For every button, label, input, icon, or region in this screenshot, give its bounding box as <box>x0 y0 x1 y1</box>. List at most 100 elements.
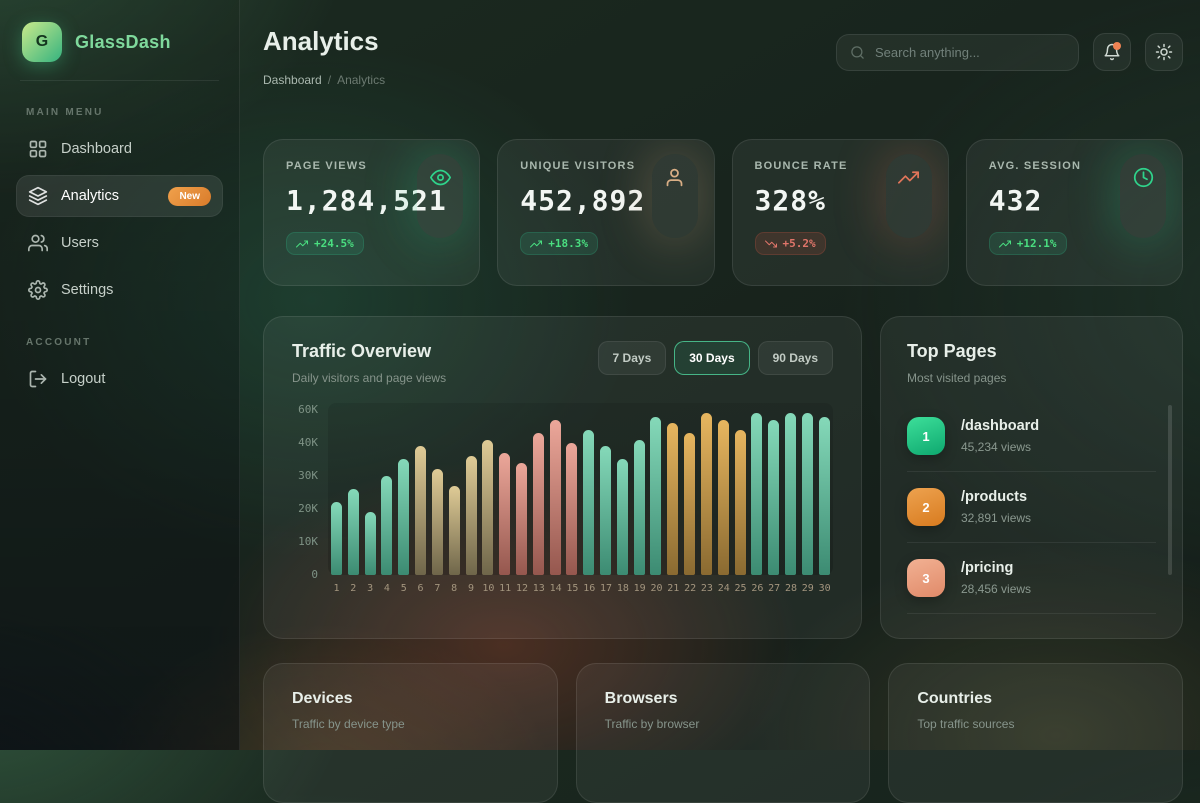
x-tick-label: 26 <box>751 583 764 594</box>
bar-day-16[interactable] <box>583 430 595 575</box>
sidebar-item-dashboard[interactable]: Dashboard <box>16 128 223 170</box>
sidebar-item-settings[interactable]: Settings <box>16 269 223 311</box>
panel-title: Devices <box>292 690 353 707</box>
y-tick-label: 30K <box>298 469 318 482</box>
x-tick-label: 2 <box>350 583 357 594</box>
sidebar-item-logout[interactable]: Logout <box>16 358 223 400</box>
top-pages-panel: Top Pages Most visited pages 1/dashboard… <box>880 316 1183 639</box>
bar-day-7[interactable] <box>431 469 443 575</box>
sidebar-item-users[interactable]: Users <box>16 222 223 264</box>
bar-day-11[interactable] <box>499 453 511 575</box>
range-buttons: 7 Days 30 Days 90 Days <box>597 341 833 375</box>
sidebar-section-label: MAIN MENU <box>26 107 104 118</box>
sidebar-nav: MAIN MENU Dashboard Analytics New Users Setti… <box>16 107 223 400</box>
stat-value: 1,284,521 <box>286 184 447 217</box>
bar-day-2[interactable] <box>347 489 359 575</box>
top-page-item-pricing[interactable]: 3/pricing 28,456 views <box>907 542 1156 613</box>
sidebar-divider <box>20 80 219 81</box>
bar-day-27[interactable] <box>768 420 780 575</box>
bar-day-13[interactable] <box>532 433 544 575</box>
bar-day-1[interactable] <box>331 502 342 575</box>
bar-day-18[interactable] <box>616 459 628 575</box>
stat-card-unique-visitors: UNIQUE VISITORS 452,892 +18.3% <box>497 139 715 286</box>
bar-day-22[interactable] <box>684 433 696 575</box>
x-tick-label: 12 <box>515 583 528 594</box>
bar-day-25[interactable] <box>734 430 746 575</box>
traffic-overview-panel: Traffic Overview Daily visitors and page… <box>263 316 862 639</box>
bar-day-26[interactable] <box>751 413 763 575</box>
stat-value: 452,892 <box>520 184 646 217</box>
top-pages-title: Top Pages <box>907 341 997 361</box>
users-icon <box>28 234 48 252</box>
x-tick-label: 14 <box>549 583 562 594</box>
bar-day-28[interactable] <box>784 413 796 575</box>
app-name: GlassDash <box>75 31 171 52</box>
stats-row: PAGE VIEWS 1,284,521 +24.5% UNIQUE VISITORS… <box>263 139 1183 286</box>
x-tick-label: 27 <box>768 583 781 594</box>
title-block: Analytics Dashboard / Analytics <box>263 26 385 87</box>
x-tick-label: 28 <box>784 583 797 594</box>
bar-day-14[interactable] <box>549 420 561 575</box>
stat-card-bounce-rate: BOUNCE RATE 328% +5.2% <box>731 139 949 286</box>
stat-change-badge: +12.1% <box>988 232 1067 255</box>
x-tick-label: 1 <box>333 583 340 594</box>
notification-dot <box>1113 42 1121 50</box>
traffic-title: Traffic Overview <box>292 341 432 361</box>
trending-up-icon <box>530 240 543 247</box>
range-button-7-days[interactable]: 7 Days <box>597 341 667 375</box>
notifications-button[interactable] <box>1093 33 1131 71</box>
bar-day-20[interactable] <box>650 417 662 575</box>
bottom-cards-row: Devices Traffic by device type Browsers Tra… <box>263 663 1183 803</box>
theme-toggle-button[interactable] <box>1145 33 1183 71</box>
trending-up-icon <box>998 240 1011 247</box>
search-box[interactable] <box>836 33 1079 71</box>
bar-day-23[interactable] <box>700 413 712 575</box>
stat-icon-pill <box>1120 154 1166 238</box>
top-page-item-products[interactable]: 2/products 32,891 views <box>907 471 1156 542</box>
bar-day-3[interactable] <box>364 512 376 575</box>
search-input[interactable] <box>875 44 1065 60</box>
bar-day-5[interactable] <box>398 459 410 575</box>
search-icon <box>851 45 864 59</box>
trending-up-icon <box>898 171 920 184</box>
range-button-90-days[interactable]: 90 Days <box>757 341 833 375</box>
bar-day-8[interactable] <box>448 486 460 575</box>
list-divider <box>907 613 1156 614</box>
bar-day-4[interactable] <box>381 476 393 575</box>
breadcrumb-parent[interactable]: Dashboard <box>263 73 322 87</box>
bar-day-15[interactable] <box>566 443 578 575</box>
bar-day-6[interactable] <box>415 446 427 575</box>
person-icon <box>666 168 683 187</box>
sidebar-item-label: Users <box>61 235 99 251</box>
header-actions <box>836 33 1183 71</box>
bar-day-29[interactable] <box>801 413 813 575</box>
eye-icon <box>429 169 451 186</box>
top-page-item-dashboard[interactable]: 1/dashboard 45,234 views <box>907 401 1156 471</box>
bar-day-19[interactable] <box>633 440 645 575</box>
clock-icon <box>1133 167 1153 188</box>
bar-day-12[interactable] <box>515 463 527 575</box>
devices-panel: Devices Traffic by device type <box>263 663 558 803</box>
stat-change-badge: +24.5% <box>286 232 364 255</box>
panel-subtitle: Traffic by device type <box>292 717 405 731</box>
brand: G GlassDash <box>22 22 217 62</box>
panel-subtitle: Top traffic sources <box>917 717 1015 731</box>
y-tick-label: 40K <box>298 436 318 449</box>
top-page-text: /products 32,891 views <box>961 489 1031 525</box>
top-pages-scrollbar[interactable] <box>1168 405 1172 575</box>
bar-day-30[interactable] <box>818 417 830 575</box>
range-button-30-days[interactable]: 30 Days <box>674 341 750 375</box>
x-tick-label: 25 <box>734 583 747 594</box>
rank-badge: 3 <box>907 559 945 597</box>
bar-day-24[interactable] <box>717 420 729 575</box>
bar-day-21[interactable] <box>667 423 679 575</box>
stat-change-value: +24.5% <box>314 237 354 250</box>
bar-day-17[interactable] <box>600 446 611 575</box>
grid-icon <box>29 140 47 158</box>
chart-x-axis: 1 2 3 4 5 6 7 8 9 10 11 12 13 14 15 16 17 18 19 20 21 22 23 24 2… <box>328 583 833 594</box>
bar-day-10[interactable] <box>482 440 494 575</box>
top-page-path: /pricing <box>961 560 1014 576</box>
bar-day-9[interactable] <box>465 456 477 575</box>
x-tick-label: 22 <box>684 583 697 594</box>
sidebar-item-analytics[interactable]: Analytics New <box>16 175 223 217</box>
